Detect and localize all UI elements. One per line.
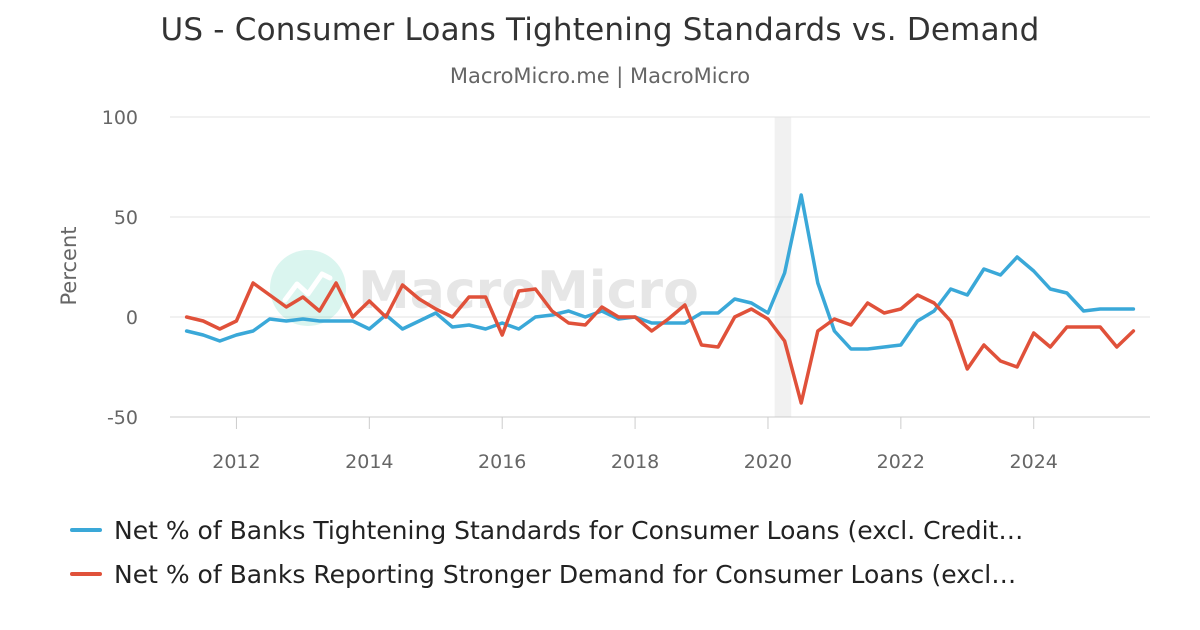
x-tick-label: 2016 xyxy=(478,451,526,473)
x-tick-label: 2018 xyxy=(611,451,659,473)
legend-swatch-demand xyxy=(70,572,102,576)
legend-item-demand[interactable]: Net % of Banks Reporting Stronger Demand… xyxy=(70,552,1160,596)
y-tick-label: 0 xyxy=(126,307,138,329)
chart-subtitle: MacroMicro.me | MacroMicro xyxy=(449,64,751,88)
grid-lines xyxy=(170,116,1150,418)
y-axis-label: Percent xyxy=(57,226,81,305)
x-axis: 2012 2014 2016 2018 2020 2022 2024 xyxy=(212,417,1058,473)
y-axis-ticks: 100 50 0 -50 xyxy=(102,107,138,429)
x-tick-label: 2014 xyxy=(345,451,393,473)
y-tick-label: 100 xyxy=(102,107,138,129)
legend-label-demand: Net % of Banks Reporting Stronger Demand… xyxy=(114,559,1017,589)
legend-item-tightening[interactable]: Net % of Banks Tightening Standards for … xyxy=(70,508,1160,552)
x-tick-label: 2024 xyxy=(1010,451,1058,473)
y-tick-label: -50 xyxy=(107,407,138,429)
legend-label-tightening: Net % of Banks Tightening Standards for … xyxy=(114,515,1024,545)
legend-swatch-tightening xyxy=(70,528,102,532)
y-tick-label: 50 xyxy=(114,207,138,229)
x-tick-label: 2022 xyxy=(877,451,925,473)
series-lines xyxy=(184,193,1136,405)
recession-shade xyxy=(774,117,792,417)
x-tick-label: 2020 xyxy=(744,451,792,473)
chart-title: US - Consumer Loans Tightening Standards… xyxy=(160,12,1040,48)
legend: Net % of Banks Tightening Standards for … xyxy=(70,508,1160,596)
x-tick-label: 2012 xyxy=(212,451,260,473)
series-line-1 xyxy=(184,281,1136,405)
